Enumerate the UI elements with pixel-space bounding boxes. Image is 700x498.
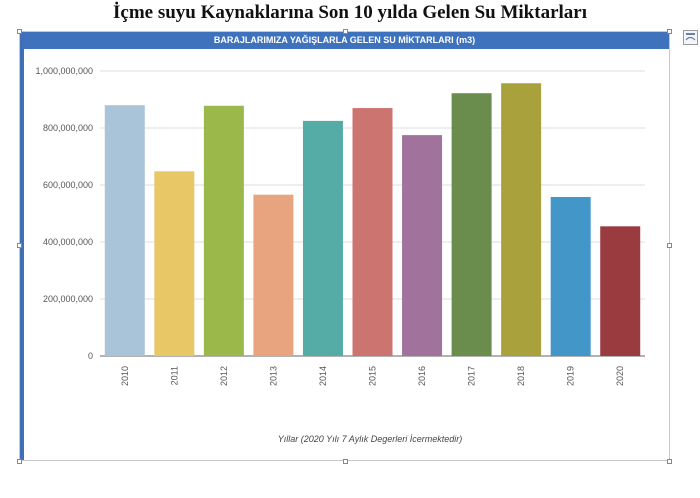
resize-handle-bottom-right[interactable]	[667, 459, 672, 464]
chart-frame[interactable]: BARAJLARIMIZA YAĞIŞLARLA GELEN SU MİKTAR…	[19, 31, 670, 461]
resize-handle-bottom-left[interactable]	[17, 459, 22, 464]
chart-left-border	[20, 32, 24, 460]
chart-title: BARAJLARIMIZA YAĞIŞLARLA GELEN SU MİKTAR…	[20, 32, 669, 49]
resize-handle-left[interactable]	[17, 243, 22, 248]
resize-handle-bottom[interactable]	[343, 459, 348, 464]
resize-handle-top-left[interactable]	[17, 29, 22, 34]
resize-handle-right[interactable]	[667, 243, 672, 248]
layout-options-icon[interactable]	[683, 30, 698, 45]
page-title: İçme suyu Kaynaklarına Son 10 yılda Gele…	[113, 2, 587, 23]
resize-handle-top-right[interactable]	[667, 29, 672, 34]
rotate-handle[interactable]	[343, 29, 348, 34]
